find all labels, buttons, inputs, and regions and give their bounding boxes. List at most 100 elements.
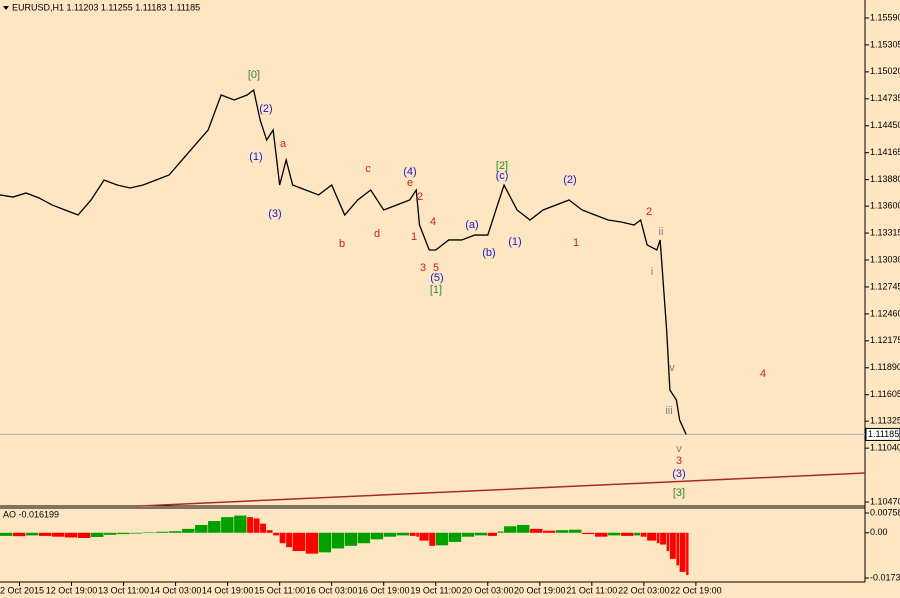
wave-label: d (374, 228, 380, 240)
ao-bar (344, 532, 358, 546)
x-tick-label: 15 Oct 11:00 (254, 585, 305, 595)
wave-label: v (669, 362, 675, 374)
y-tick-label: 1.12175 (870, 335, 900, 345)
ao-bar (621, 532, 634, 536)
wave-label: 1 (411, 231, 417, 243)
collapse-icon (3, 6, 9, 10)
wave-label: (4) (403, 166, 416, 178)
y-tick-label: 1.13880 (870, 174, 900, 184)
wave-label: e (407, 177, 413, 189)
y-tick-label: -0.017332 (870, 572, 900, 582)
y-tick-label: 1.11605 (870, 389, 900, 399)
ao-bar (331, 532, 345, 549)
x-tick-label: 21 Oct 11:00 (566, 585, 617, 595)
wave-label: iii (665, 405, 672, 417)
wave-label: a (280, 138, 287, 150)
ao-bar (357, 532, 371, 544)
y-tick-label: 1.14450 (870, 120, 900, 130)
ao-bar (279, 532, 286, 544)
ao-bar (543, 530, 556, 533)
wave-label: 3 (420, 262, 426, 274)
ao-bar (409, 532, 416, 536)
ao-bar (156, 531, 169, 533)
ao-bar (669, 532, 676, 559)
x-tick-label: 13 Oct 11:00 (98, 585, 149, 595)
ao-bar (195, 524, 208, 533)
ao-bar (247, 517, 254, 533)
x-tick-label: 16 Oct 03:00 (306, 585, 358, 595)
wave-label: 3 (676, 455, 682, 467)
y-tick-label: 1.14165 (870, 147, 900, 157)
y-tick-label: 1.10470 (870, 496, 900, 506)
ao-bar (530, 528, 543, 533)
x-tick-label: 12 Oct 2015 (0, 585, 44, 595)
ao-bar (318, 532, 332, 553)
y-tick-label: 1.13600 (870, 200, 900, 210)
wave-label: b (339, 238, 345, 250)
ao-bar (130, 532, 143, 534)
ao-bar (666, 532, 670, 552)
wave-label: [0] (248, 69, 260, 81)
x-tick-label: 22 Oct 19:00 (670, 585, 722, 595)
wave-label: (2) (259, 103, 272, 115)
ao-bar (582, 532, 595, 535)
ao-bar (435, 532, 449, 546)
wave-label: 4 (760, 368, 766, 380)
y-tick-label: 1.11890 (870, 362, 900, 372)
price-line (0, 88, 687, 435)
ao-bar (52, 532, 65, 537)
ao-bar (660, 532, 667, 545)
ao-bar (169, 531, 182, 533)
wave-label: [2] (496, 160, 508, 172)
x-tick-label: 19 Oct 11:00 (410, 585, 461, 595)
wave-label: [1] (430, 284, 442, 296)
wave-label: c (365, 163, 371, 175)
ao-bar (396, 532, 410, 536)
y-tick-label: 1.14735 (870, 93, 900, 103)
y-tick-label: 1.12745 (870, 281, 900, 291)
ao-bar (504, 526, 517, 533)
ao-bar (234, 515, 247, 533)
wave-label: 1 (573, 237, 579, 249)
wave-label: ii (659, 226, 664, 238)
ao-bar (286, 532, 293, 548)
ao-bar (634, 532, 641, 536)
ao-bar (65, 532, 78, 538)
ao-bar (91, 532, 104, 537)
wave-label: 4 (430, 216, 436, 228)
ao-bar (208, 521, 221, 533)
last-price-box (865, 427, 900, 441)
wave-label: (5) (430, 272, 443, 284)
ao-bar (370, 532, 384, 540)
x-tick-label: 20 Oct 03:00 (462, 585, 514, 595)
wave-label: (2) (563, 174, 576, 186)
y-tick-label: 0.007584 (870, 507, 900, 517)
wave-label: (3) (672, 468, 685, 480)
x-tick-label: 22 Oct 03:00 (618, 585, 670, 595)
ao-bar (0, 532, 13, 536)
ao-bar (556, 530, 569, 533)
y-tick-label: 1.13315 (870, 227, 900, 237)
y-tick-label: 1.13030 (870, 254, 900, 264)
ao-bar (221, 517, 234, 533)
x-tick-label: 12 Oct 19:00 (46, 585, 98, 595)
wave-label: 2 (417, 191, 423, 203)
ao-bar (13, 532, 26, 537)
ao-bar (260, 523, 267, 533)
ao-bar (78, 532, 91, 538)
ao-bar (640, 532, 647, 537)
ao-bar (26, 532, 39, 536)
ao-bar (182, 528, 195, 533)
indicator-title: AO -0.016199 (3, 509, 59, 519)
ao-bar (39, 532, 52, 536)
ao-bar (143, 532, 156, 533)
wave-label: (1) (508, 236, 521, 248)
ao-bar (676, 532, 680, 566)
wave-label: 2 (646, 206, 652, 218)
y-tick-label: 1.15590 (870, 12, 900, 22)
ao-bar (253, 518, 260, 533)
ao-bar (305, 532, 319, 554)
x-tick-label: 14 Oct 03:00 (150, 585, 202, 595)
